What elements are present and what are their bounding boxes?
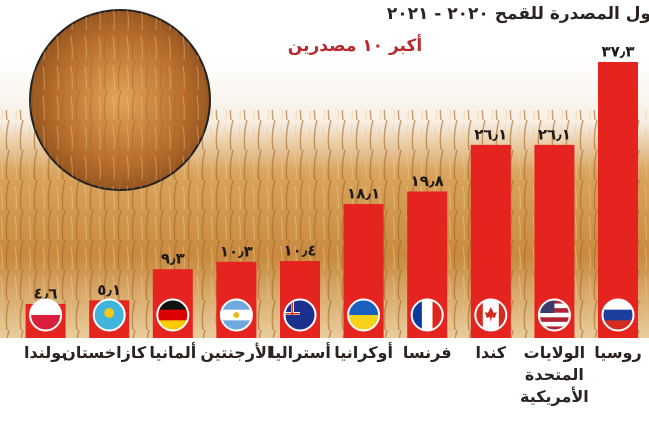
flag-part [291, 300, 293, 315]
value-label: ٢٦٫١ [474, 125, 507, 143]
value-label: ١٨٫١ [347, 185, 380, 203]
flag-ring [156, 298, 190, 332]
category-label: الأرجنتين [200, 343, 273, 362]
value-label: ٣٧٫٣ [601, 42, 634, 60]
flag-part [157, 300, 188, 310]
flag-part [603, 300, 633, 310]
flag-sun [104, 308, 115, 318]
flag [285, 300, 315, 330]
value-label: ٤٫٦ [34, 284, 58, 302]
flag-ring [410, 298, 444, 332]
wheat-photo-texture [30, 10, 210, 190]
flag [94, 300, 125, 330]
flag-part [157, 320, 188, 330]
category-label: فرنسا [402, 343, 452, 362]
flag-sun [233, 312, 240, 318]
flag-part [539, 312, 570, 318]
flag-part [412, 300, 423, 330]
flag-part [539, 321, 570, 327]
flag-part [30, 315, 61, 330]
category-label: كندا [475, 343, 507, 362]
flag [157, 300, 188, 330]
flag-ring [474, 298, 508, 332]
category-label: روسيا [594, 343, 642, 362]
flag-part [348, 315, 379, 330]
flag [603, 300, 633, 330]
flag-part [221, 320, 252, 330]
flag-part [432, 300, 443, 330]
category-label: كازاخستان [62, 343, 147, 362]
flag-part [603, 309, 633, 321]
bar [598, 61, 638, 338]
flag-part [30, 300, 61, 316]
flag [30, 300, 61, 330]
category-label: الولايات المتحدة الأمريكية [519, 343, 589, 406]
value-label: ١٠٫٣ [220, 242, 253, 260]
label-area [0, 338, 649, 436]
flag [539, 300, 570, 330]
flag-part [421, 300, 433, 330]
chart-title: الدول المصدرة للقمح ٢٠٢٠ - ٢٠٢١ [387, 4, 649, 24]
category-label: أوكرانيا [334, 343, 393, 362]
flag-ring [601, 298, 635, 332]
chart-subtitle: أكبر ١٠ مصدرين [288, 34, 422, 56]
value-label: ١٠٫٤ [283, 242, 316, 260]
flag-part [475, 300, 483, 330]
flag-part [603, 320, 633, 330]
category-label: ألمانيا [149, 343, 197, 362]
value-label: ٢٦٫١ [538, 125, 571, 143]
flag-part [539, 317, 570, 323]
flag-part [348, 300, 379, 316]
flag-ring [283, 298, 317, 332]
flag-ring [219, 298, 253, 332]
flag-ring [92, 298, 126, 332]
flag-ring [347, 298, 381, 332]
flag-part [221, 300, 252, 310]
flag-part [498, 300, 506, 330]
value-label: ١٩٫٨ [411, 172, 444, 190]
category-label: أستراليا [269, 343, 331, 362]
value-label: ٩٫٣ [161, 250, 185, 268]
category-label: بولندا [23, 343, 68, 362]
flag-ring [29, 298, 63, 332]
flag [412, 300, 443, 330]
flag [221, 300, 252, 330]
value-label: ٥٫١ [97, 281, 121, 299]
flag-part [539, 326, 570, 330]
flag-leaf [484, 307, 497, 322]
flag-part [157, 309, 188, 321]
flag [348, 300, 379, 330]
flag-ring [537, 298, 571, 332]
flag [475, 300, 506, 330]
